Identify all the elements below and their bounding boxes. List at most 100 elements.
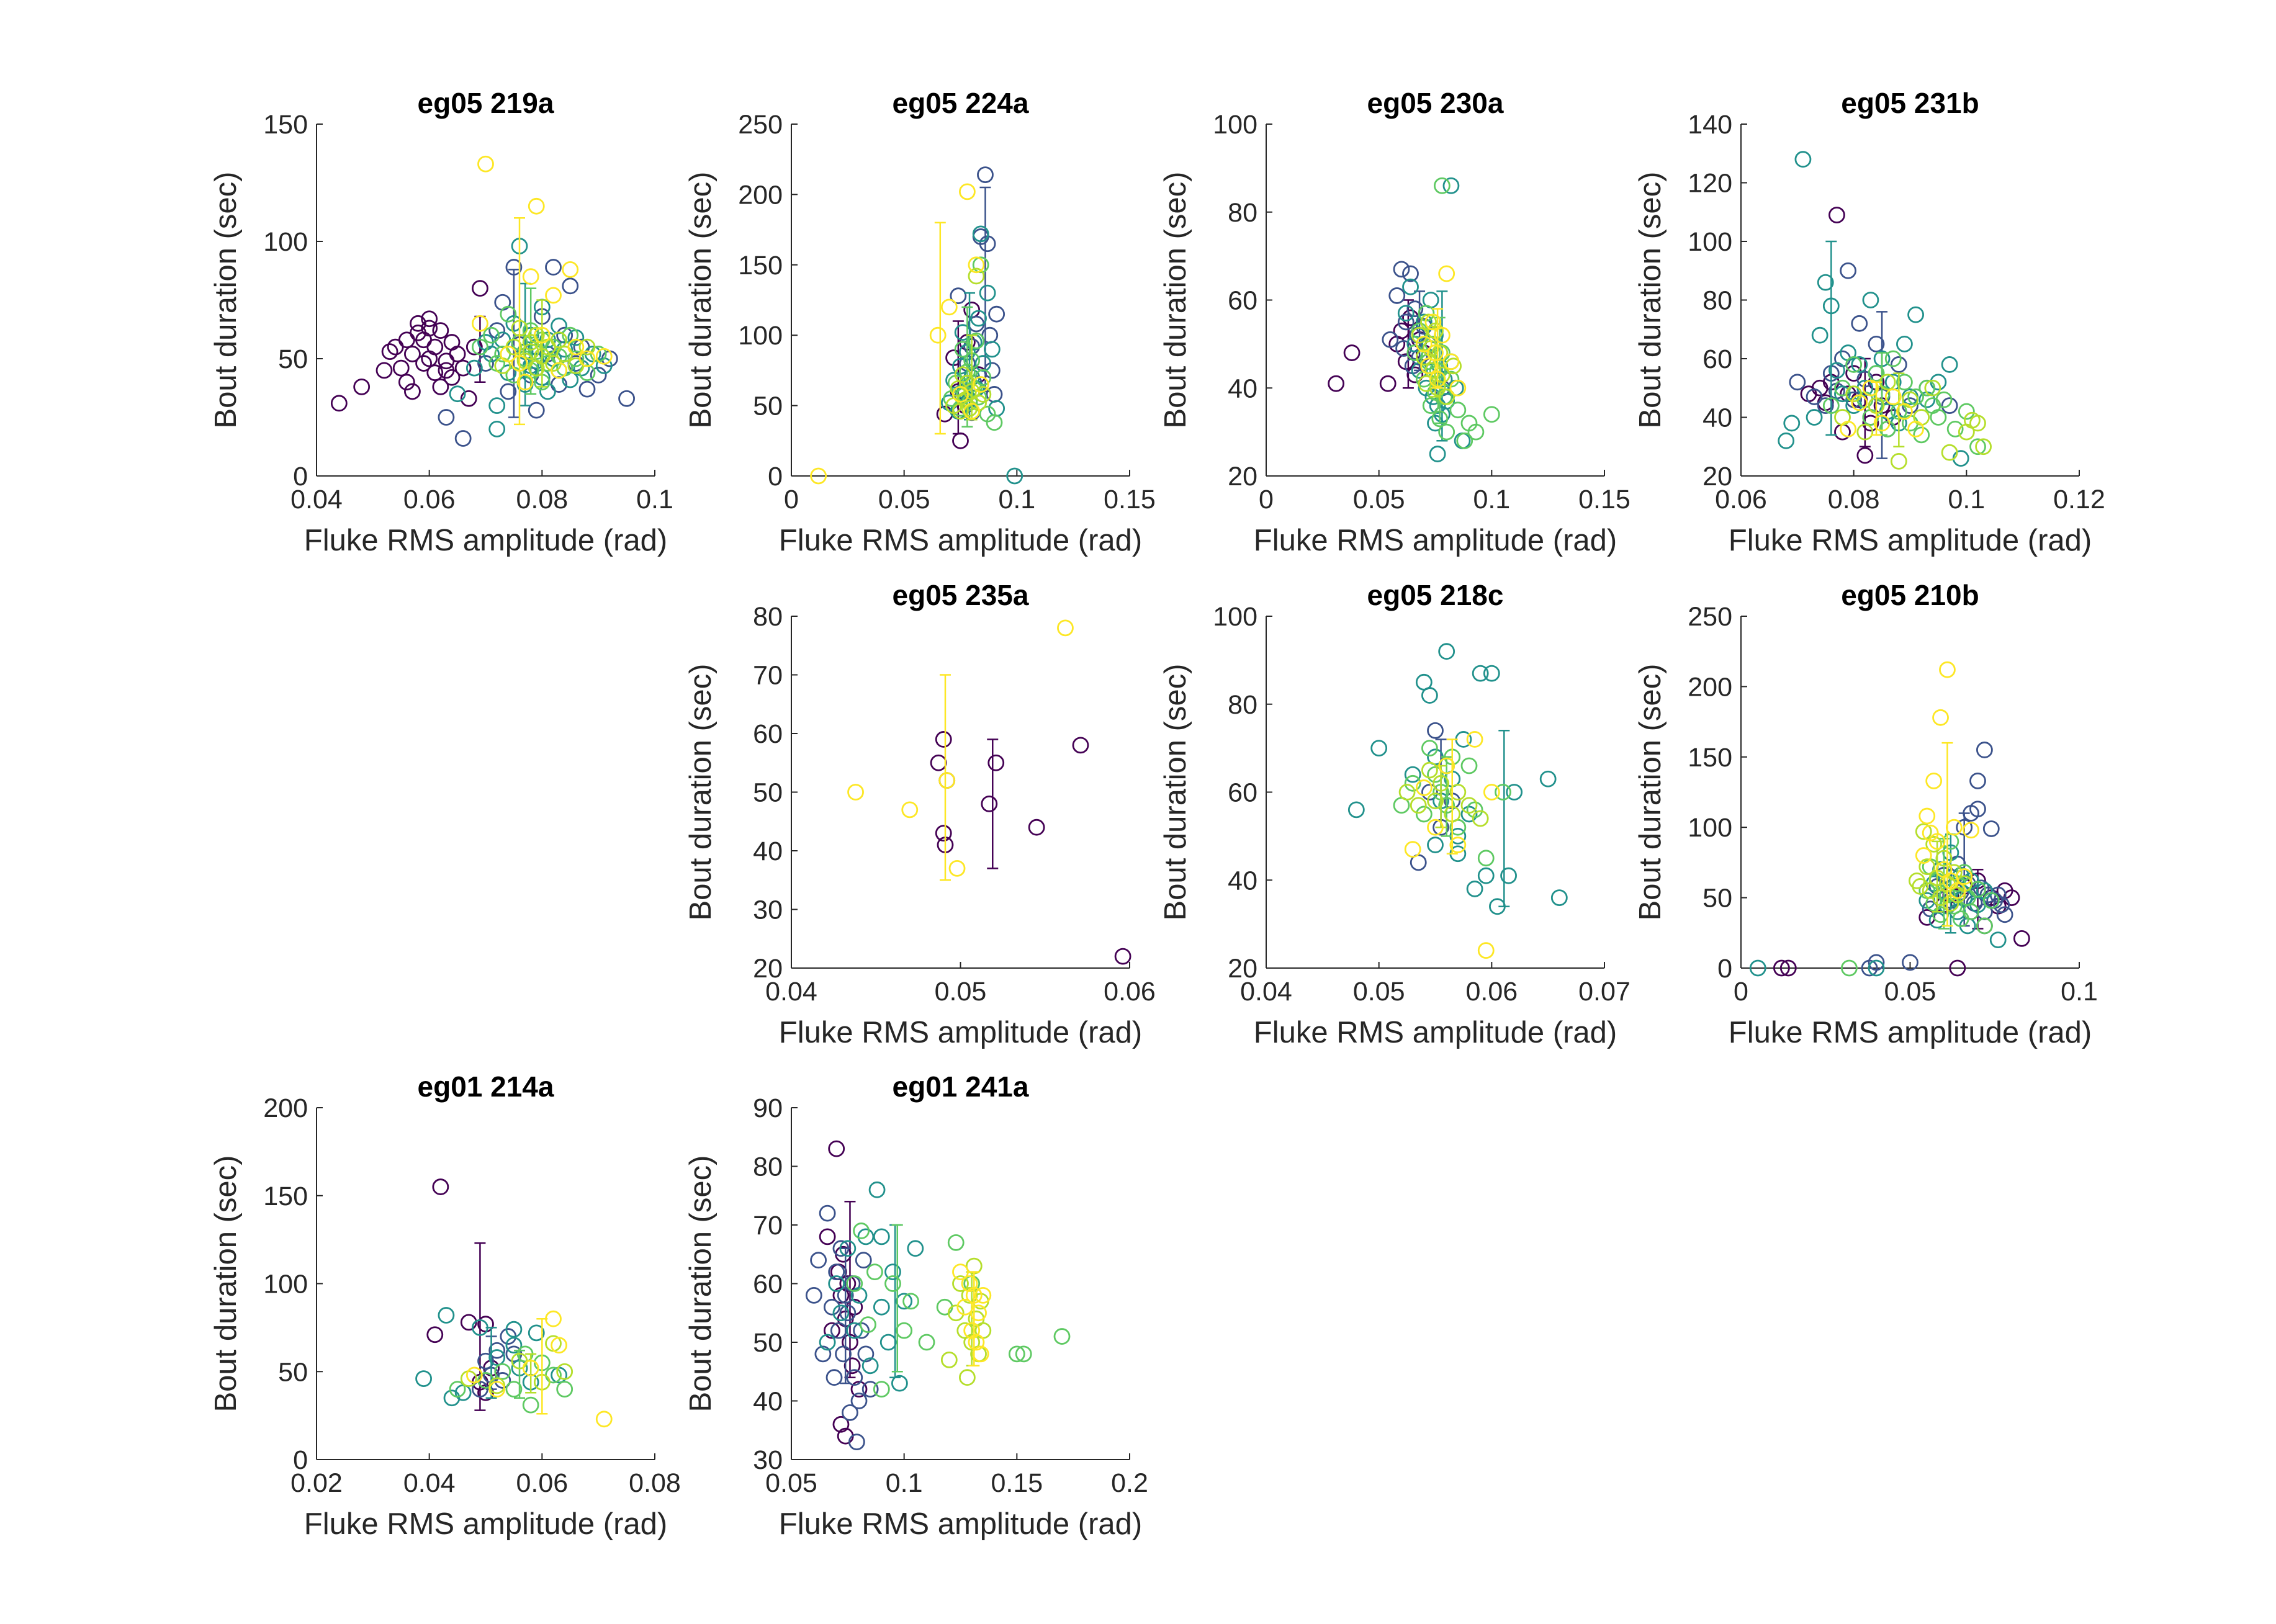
x-tick-label: 0.04 bbox=[403, 1468, 456, 1498]
panel-2: 0 0.05 0.1 0.15 0 50 100 150 200 250 eg05 224a Fluk… bbox=[684, 87, 1156, 557]
y-tick-label: 120 bbox=[1688, 169, 1732, 199]
y-tick-label: 40 bbox=[1228, 374, 1257, 403]
data-point bbox=[1912, 878, 1929, 895]
data-point bbox=[972, 225, 989, 243]
y-tick-label: 40 bbox=[753, 1387, 783, 1417]
y-tick-label: 60 bbox=[753, 1270, 783, 1299]
y-axis-label: Bout duration (sec) bbox=[1159, 664, 1192, 921]
data-point bbox=[1057, 619, 1074, 637]
x-tick-label: 0.06 bbox=[1104, 977, 1156, 1007]
data-point bbox=[1500, 867, 1517, 884]
data-point bbox=[846, 1322, 863, 1339]
data-point bbox=[1424, 313, 1442, 331]
data-point bbox=[1773, 959, 1790, 977]
data-point bbox=[1845, 356, 1863, 373]
data-point bbox=[1483, 665, 1500, 682]
data-point bbox=[1969, 438, 1986, 455]
data-point bbox=[1410, 797, 1427, 814]
x-axis-label: Fluke RMS amplitude (rad) bbox=[304, 524, 667, 557]
data-point bbox=[879, 1334, 897, 1351]
data-point bbox=[1794, 151, 1812, 168]
data-point bbox=[1890, 356, 1907, 373]
x-tick-label: 0.1 bbox=[1473, 485, 1510, 514]
x-axis-label: Fluke RMS amplitude (rad) bbox=[779, 1507, 1142, 1541]
data-point bbox=[952, 1263, 969, 1281]
data-point bbox=[1941, 397, 1958, 414]
data-point bbox=[483, 326, 500, 344]
data-point bbox=[472, 280, 488, 297]
data-point bbox=[1884, 350, 1902, 367]
y-tick-label: 150 bbox=[738, 251, 783, 280]
data-point bbox=[556, 1381, 573, 1398]
data-point bbox=[1411, 326, 1428, 344]
data-point bbox=[959, 183, 976, 200]
data-point bbox=[1397, 305, 1415, 322]
data-point bbox=[454, 359, 472, 377]
data-point bbox=[488, 1342, 506, 1359]
data-point bbox=[454, 430, 472, 447]
data-point bbox=[1963, 903, 1980, 920]
data-point bbox=[488, 1349, 506, 1366]
data-point bbox=[974, 369, 992, 386]
chart-title: eg05 218c bbox=[1367, 579, 1504, 611]
data-point bbox=[810, 1252, 827, 1269]
data-point bbox=[1438, 757, 1455, 774]
data-point bbox=[330, 395, 348, 412]
data-point bbox=[1840, 262, 1856, 279]
data-point bbox=[449, 1381, 466, 1398]
data-point bbox=[1438, 423, 1455, 441]
data-point bbox=[466, 359, 483, 377]
data-point bbox=[1449, 784, 1467, 801]
data-point bbox=[477, 1352, 494, 1370]
data-point bbox=[1918, 379, 1936, 397]
data-point bbox=[522, 268, 539, 285]
data-point bbox=[1941, 356, 1958, 373]
data-point bbox=[1427, 722, 1444, 739]
data-point bbox=[935, 731, 952, 748]
x-axis-label: Fluke RMS amplitude (rad) bbox=[1254, 1016, 1617, 1049]
data-point bbox=[1460, 757, 1478, 774]
data-point bbox=[1053, 1328, 1071, 1345]
y-tick-label: 150 bbox=[263, 1182, 308, 1211]
data-point bbox=[839, 1304, 857, 1322]
data-point bbox=[443, 1389, 461, 1407]
data-point bbox=[1393, 261, 1410, 278]
x-tick-label: 0.05 bbox=[1353, 977, 1405, 1007]
x-tick-label: 0.04 bbox=[290, 485, 343, 514]
y-tick-label: 200 bbox=[1688, 672, 1732, 702]
data-point bbox=[1431, 344, 1449, 361]
data-point bbox=[961, 1275, 978, 1292]
data-point bbox=[1427, 837, 1444, 853]
data-point bbox=[1006, 467, 1023, 485]
data-point bbox=[1467, 423, 1485, 441]
data-point bbox=[1975, 438, 1992, 455]
data-point bbox=[968, 1334, 985, 1351]
data-point bbox=[1449, 402, 1467, 419]
y-tick-label: 50 bbox=[278, 344, 308, 374]
data-point bbox=[500, 305, 517, 323]
data-point bbox=[963, 1322, 981, 1339]
panel-6: 0.04 0.05 0.06 0.07 20 40 60 80 100 eg05 218c Fluk… bbox=[1159, 579, 1631, 1049]
data-point bbox=[954, 324, 971, 341]
data-point bbox=[1015, 1345, 1032, 1363]
data-point bbox=[1941, 444, 1958, 461]
data-point bbox=[1996, 906, 2013, 923]
x-tick-label: 0.05 bbox=[935, 977, 987, 1007]
chart-title: eg05 231b bbox=[1841, 87, 1979, 119]
data-point bbox=[556, 1363, 573, 1380]
data-point bbox=[824, 1298, 840, 1316]
data-point bbox=[1427, 344, 1444, 361]
data-point bbox=[505, 315, 523, 332]
data-point bbox=[1402, 278, 1419, 295]
x-tick-label: 0.06 bbox=[516, 1468, 568, 1498]
data-point bbox=[392, 359, 410, 377]
data-point bbox=[805, 1286, 822, 1304]
x-tick-label: 0.02 bbox=[290, 1468, 343, 1498]
y-tick-label: 70 bbox=[753, 661, 783, 691]
chart-title: eg05 235a bbox=[893, 579, 1029, 611]
data-point bbox=[956, 1298, 974, 1316]
data-point bbox=[376, 362, 393, 379]
y-axis-label: Bout duration (sec) bbox=[684, 664, 717, 921]
x-tick-label: 0 bbox=[1734, 977, 1748, 1007]
data-point bbox=[1778, 432, 1795, 449]
